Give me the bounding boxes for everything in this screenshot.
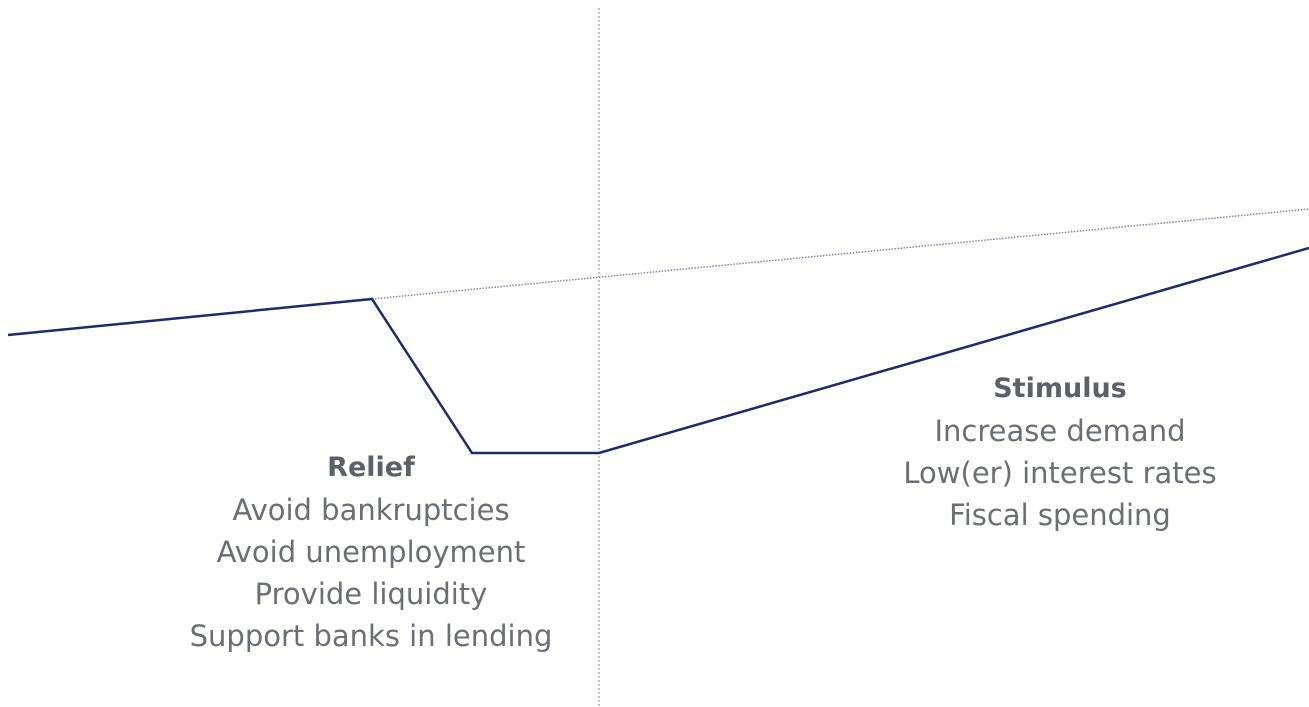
stimulus-heading: Stimulus (993, 373, 1127, 404)
pre-crisis-trend-line (371, 208, 1309, 300)
relief-item: Avoid unemployment (216, 535, 526, 569)
stimulus-item: Increase demand (934, 414, 1186, 448)
stimulus-item: Low(er) interest rates (903, 456, 1217, 490)
stimulus-label-block: Stimulus Increase demand Low(er) interes… (840, 368, 1280, 536)
relief-item: Avoid bankruptcies (232, 493, 510, 527)
relief-item: Support banks in lending (189, 619, 553, 653)
relief-item: Provide liquidity (254, 577, 488, 611)
relief-heading: Relief (327, 452, 415, 483)
economic-output-curve (7, 246, 1309, 455)
relief-label-block: Relief Avoid bankruptcies Avoid unemploy… (150, 447, 592, 657)
stimulus-item: Fiscal spending (949, 498, 1171, 532)
